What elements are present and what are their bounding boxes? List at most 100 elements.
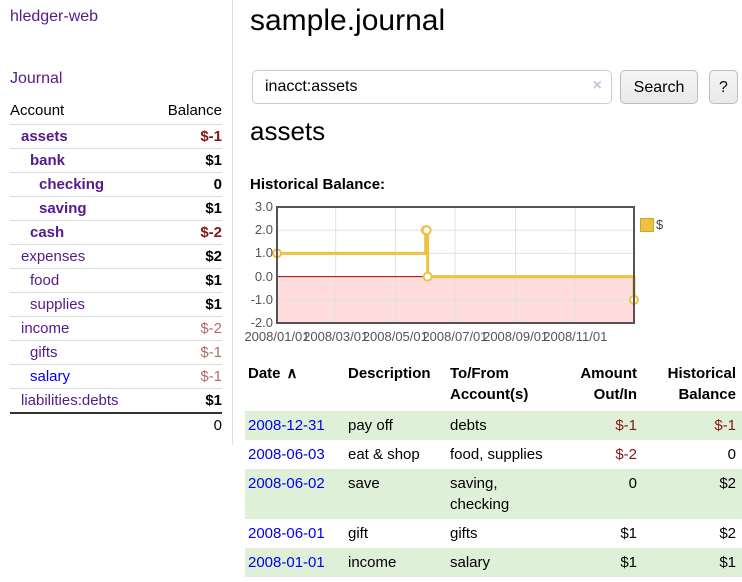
transaction-date-link[interactable]: 2008-12-31	[248, 417, 325, 434]
transaction-amount: $-1	[555, 411, 643, 440]
page-title: sample.journal	[250, 4, 446, 37]
account-balance: $-2	[151, 316, 222, 341]
sidebar-account-link-liabilities-debts[interactable]: liabilities:debts	[21, 392, 119, 409]
legend-swatch	[640, 217, 654, 232]
sidebar-account-link-income[interactable]: income	[21, 320, 70, 337]
transaction-date-cell: 2008-06-02	[245, 469, 345, 519]
search-box: ×	[252, 70, 612, 104]
account-row: assets $-1	[10, 124, 222, 149]
account-name-cell: assets	[10, 124, 152, 149]
sidebar-account-link-salary[interactable]: salary	[30, 368, 71, 385]
account-name-cell: expenses	[10, 244, 152, 269]
account-balance: 0	[151, 172, 222, 197]
x-tick-label: 2008/05/01	[362, 329, 428, 344]
account-tree-table: Account Balance assets $-1 bank $1 checking 0…	[10, 100, 222, 437]
sidebar-account-link-saving[interactable]: saving	[39, 200, 87, 217]
account-row: checking 0	[10, 172, 222, 197]
balance-column-header: Balance	[167, 102, 222, 119]
sidebar-account-link-supplies[interactable]: supplies	[30, 296, 86, 313]
transaction-accounts: food, supplies	[450, 446, 543, 463]
total-balance: 0	[151, 412, 222, 437]
transaction-balance: 0	[727, 446, 736, 463]
transaction-amount: $1	[620, 525, 637, 542]
transaction-balance: $2	[719, 525, 736, 542]
transaction-date-link[interactable]: 2008-01-01	[248, 554, 325, 571]
sidebar-account-link-checking[interactable]: checking	[39, 176, 105, 193]
account-balance: $1	[151, 268, 222, 293]
y-tick-label: 1.0	[254, 245, 273, 261]
clear-search-icon[interactable]: ×	[592, 77, 602, 94]
account-balance: $1	[151, 388, 222, 413]
help-button[interactable]: ?	[709, 70, 738, 104]
legend-label: $	[656, 217, 664, 232]
register-table: Date ∧ Description To/From Account(s) Amo…	[245, 360, 742, 577]
account-row: liabilities:debts $1	[10, 388, 222, 413]
transaction-date-link[interactable]: 2008-06-02	[248, 475, 325, 492]
account-column-header: Account	[10, 102, 65, 119]
transaction-date-link[interactable]: 2008-06-03	[248, 446, 325, 463]
account-name-cell: gifts	[10, 340, 152, 365]
x-tick-label: 2008/09/01	[483, 329, 549, 344]
transaction-date-cell: 2008-12-31	[245, 411, 345, 440]
search-button[interactable]: Search	[620, 70, 698, 104]
transaction-description: income	[345, 548, 447, 577]
y-tick-label: -2.0	[250, 315, 273, 330]
sidebar-account-link-food[interactable]: food	[30, 272, 60, 289]
transaction-description: save	[345, 469, 447, 519]
sidebar: hledger-web Journal Account Balance asse…	[0, 0, 233, 445]
account-name-cell: cash	[10, 220, 152, 245]
transaction-row: 2008-06-01 gift gifts $1 $2	[245, 519, 742, 548]
transaction-accounts: gifts	[450, 525, 478, 542]
description-column-header: Description	[348, 365, 431, 382]
x-tick-label: 2008/01/01	[244, 329, 310, 344]
sidebar-account-link-cash[interactable]: cash	[30, 224, 65, 241]
data-point-marker	[422, 271, 433, 282]
account-name-cell: food	[10, 268, 152, 293]
transaction-date-cell: 2008-06-03	[245, 440, 345, 469]
account-row: supplies $1	[10, 292, 222, 317]
account-row: cash $-2	[10, 220, 222, 245]
app-title-link[interactable]: hledger-web	[10, 8, 99, 25]
x-tick-label: 2008/11/01	[543, 329, 608, 344]
y-tick-label: 3.0	[254, 199, 273, 214]
transaction-amount: $1	[555, 548, 643, 577]
account-row: saving $1	[10, 196, 222, 221]
amount-column-header: Amount Out/In	[580, 365, 637, 403]
register-header-row: Date ∧ Description To/From Account(s) Amo…	[245, 360, 742, 411]
search-input[interactable]	[252, 70, 612, 104]
date-column-header[interactable]: Date ∧	[248, 365, 298, 382]
account-balance: $2	[151, 244, 222, 269]
transaction-balance: $1	[643, 548, 742, 577]
sort-asc-icon: ∧	[286, 365, 298, 382]
sidebar-account-link-bank[interactable]: bank	[30, 152, 66, 169]
account-balance: $-1	[151, 124, 222, 149]
accounts-column-header: To/From Account(s)	[450, 365, 529, 403]
sidebar-account-link-expenses[interactable]: expenses	[21, 248, 86, 265]
balance-column-header: Historical Balance	[667, 365, 736, 403]
account-balance: $-2	[151, 220, 222, 245]
account-name-cell: income	[10, 316, 152, 341]
transaction-row: 2008-12-31 pay off debts $-1 $-1	[245, 411, 742, 440]
account-balance: $1	[151, 148, 222, 173]
account-balance: $-1	[151, 340, 222, 365]
y-tick-label: -1.0	[250, 291, 273, 307]
account-row: food $1	[10, 268, 222, 293]
account-name-cell: bank	[10, 148, 152, 173]
transaction-row: 2008-06-02 save saving, checking 0 $2	[245, 469, 742, 519]
sidebar-item-journal[interactable]: Journal	[10, 70, 63, 87]
transaction-accounts: debts	[447, 411, 555, 440]
account-name-cell: liabilities:debts	[10, 388, 152, 413]
account-row: gifts $-1	[10, 340, 222, 365]
account-heading: assets	[250, 116, 326, 146]
transaction-amount: 0	[555, 469, 643, 519]
transaction-date-link[interactable]: 2008-06-01	[248, 525, 325, 542]
sidebar-account-link-assets[interactable]: assets	[21, 128, 68, 145]
transaction-description: gift	[348, 525, 369, 542]
account-balance: $-1	[151, 364, 222, 389]
transaction-date-cell: 2008-06-01	[245, 519, 345, 548]
sidebar-account-link-gifts[interactable]: gifts	[30, 344, 58, 361]
account-row: bank $1	[10, 148, 222, 173]
transaction-balance: $-1	[643, 411, 742, 440]
x-tick-label: 2008/07/01	[422, 329, 488, 344]
spacer-cell	[10, 412, 152, 437]
